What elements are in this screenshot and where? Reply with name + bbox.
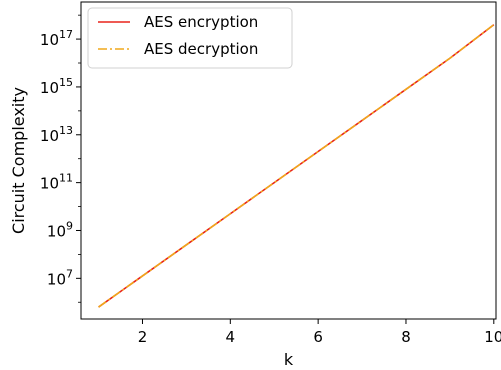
x-tick-label: 6 <box>313 328 323 346</box>
y-tick-label: 1013 <box>40 124 73 145</box>
y-tick-label: 1017 <box>40 28 73 49</box>
series-line-aes-decryption <box>98 24 495 308</box>
legend-label: AES encryption <box>144 13 258 31</box>
x-axis-label: k <box>284 350 294 369</box>
x-axis-ticks: 2 4 6 8 10 <box>138 319 501 346</box>
legend-label: AES decryption <box>144 40 258 58</box>
x-tick-label: 4 <box>226 328 236 346</box>
series-layer <box>98 24 495 308</box>
y-axis-ticks: 107 109 1011 1013 1015 1017 <box>40 14 81 303</box>
x-tick-label: 8 <box>401 328 411 346</box>
x-tick-label: 10 <box>484 328 501 346</box>
y-tick-label: 107 <box>47 267 73 288</box>
legend: AES encryption AES decryption <box>87 7 293 69</box>
plot-area <box>80 1 497 320</box>
y-tick-label: 1015 <box>40 76 73 97</box>
plot-frame <box>80 1 497 320</box>
x-tick-label: 2 <box>138 328 148 346</box>
y-tick-label: 109 <box>47 219 73 240</box>
legend-box <box>87 7 293 69</box>
y-tick-label: 1011 <box>40 172 73 193</box>
y-axis-label: Circuit Complexity <box>9 87 28 234</box>
